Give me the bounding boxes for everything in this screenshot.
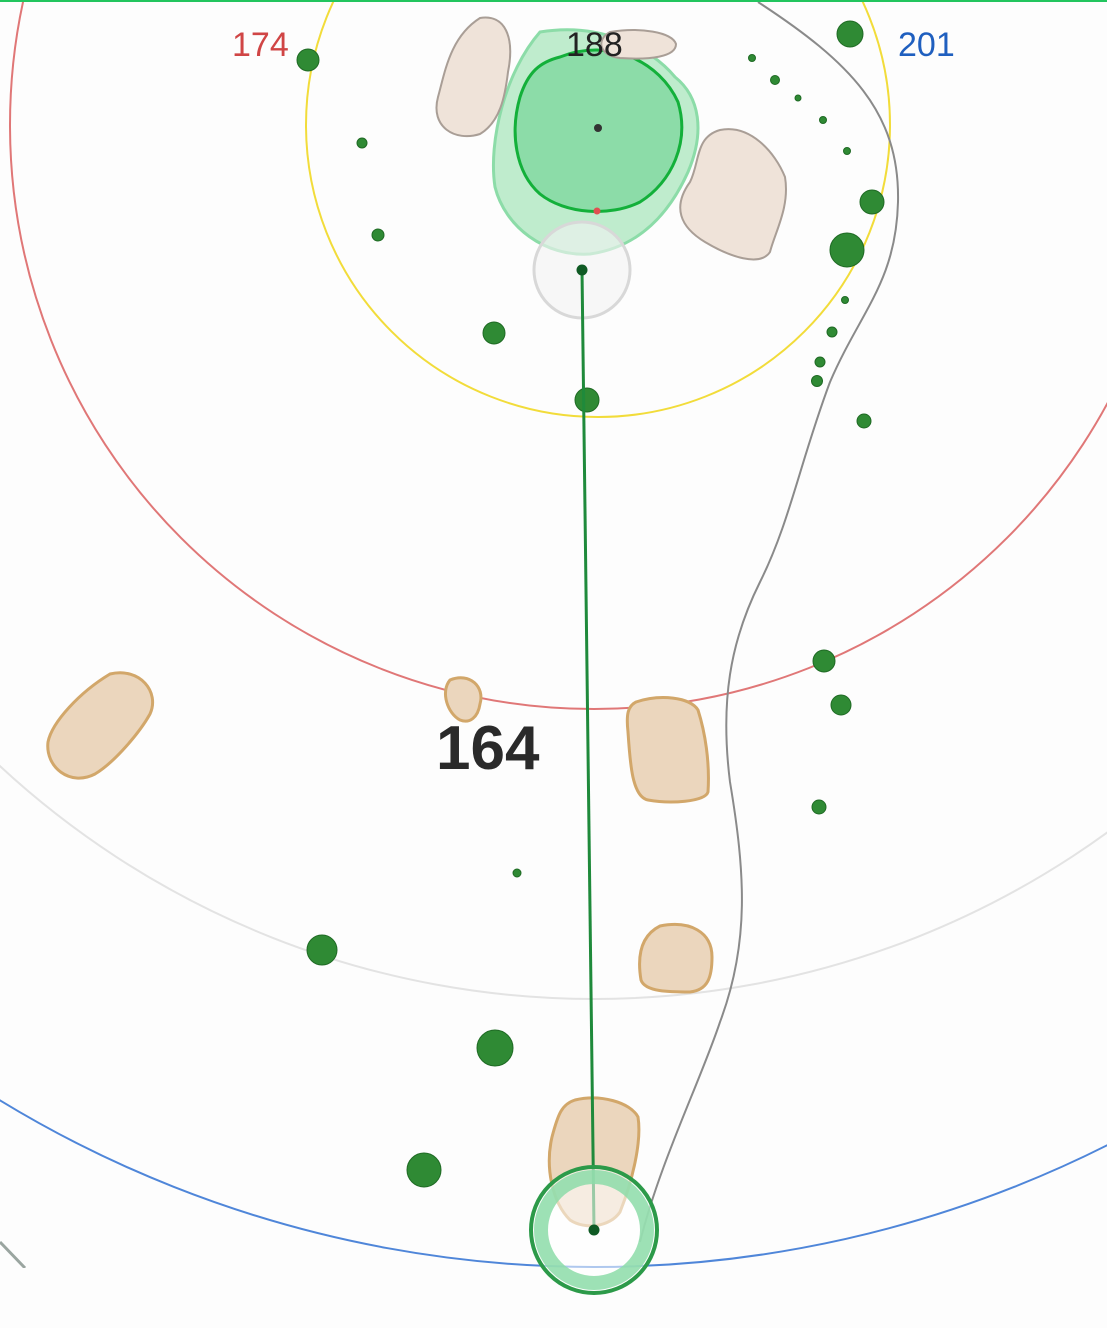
tree-icon bbox=[820, 117, 827, 124]
center-distance-label: 188 bbox=[566, 28, 623, 62]
tree-icon bbox=[483, 322, 505, 344]
tree-icon bbox=[513, 869, 521, 877]
player-location-dot bbox=[589, 1225, 600, 1236]
tree-icon bbox=[842, 297, 849, 304]
tree-icon bbox=[575, 388, 599, 412]
tree-icon bbox=[813, 650, 835, 672]
tree-icon bbox=[795, 95, 801, 101]
front-distance-label: 174 bbox=[232, 28, 289, 62]
green-front-dot bbox=[594, 208, 601, 215]
tree-icon bbox=[812, 800, 826, 814]
tree-icon bbox=[357, 138, 367, 148]
shot-distance-label: 164 bbox=[436, 718, 539, 780]
edge-line-left bbox=[0, 1242, 25, 1268]
back-distance-label: 201 bbox=[898, 28, 955, 62]
tree-icon bbox=[857, 414, 871, 428]
tree-icon bbox=[407, 1153, 441, 1187]
bunker-right-upper bbox=[627, 698, 708, 802]
shot-line bbox=[582, 270, 594, 1230]
tree-icon bbox=[827, 327, 837, 337]
tree-icon bbox=[297, 49, 319, 71]
pin-marker bbox=[594, 124, 602, 132]
tree-icon bbox=[815, 357, 825, 367]
tree-icon bbox=[477, 1030, 513, 1066]
tree-icon bbox=[844, 148, 851, 155]
tree-icon bbox=[812, 376, 823, 387]
tree-icon bbox=[830, 233, 864, 267]
tree-icon bbox=[860, 190, 884, 214]
aim-point-marker[interactable] bbox=[577, 265, 588, 276]
bunker-right-lower bbox=[640, 924, 712, 992]
tree-icon bbox=[771, 76, 780, 85]
tree-icon bbox=[831, 695, 851, 715]
bunker-left-far bbox=[48, 673, 153, 778]
tree-icon bbox=[372, 229, 384, 241]
tree-icon bbox=[837, 21, 863, 47]
tree-icon bbox=[307, 935, 337, 965]
tree-icon bbox=[749, 55, 756, 62]
